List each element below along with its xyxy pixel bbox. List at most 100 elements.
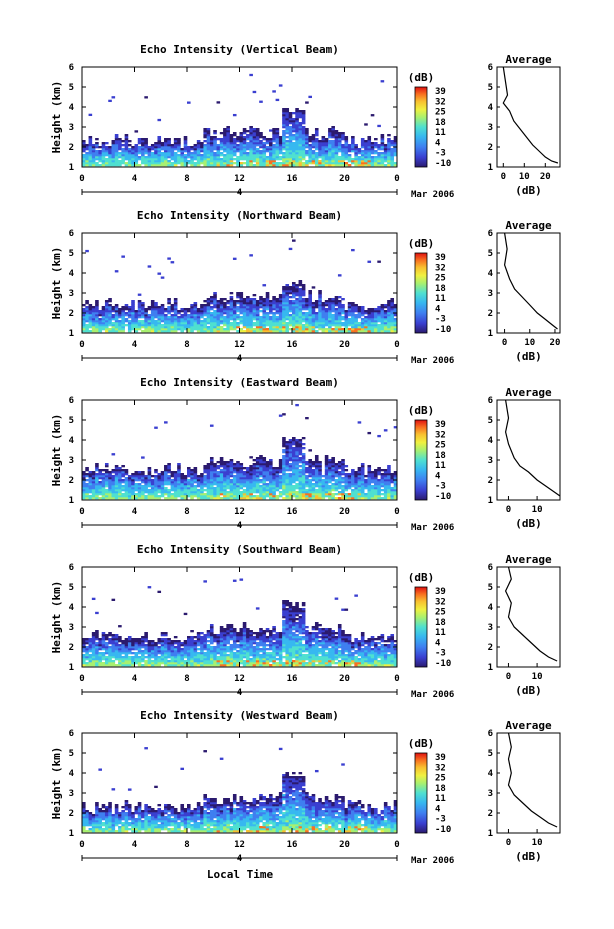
heatmap-cell: [118, 652, 122, 655]
heatmap-cell: [200, 160, 204, 163]
heatmap-cell: [259, 455, 263, 458]
heatmap-cell: [337, 156, 342, 159]
heatmap-cell: [141, 144, 145, 147]
heatmap-cell: [167, 493, 171, 496]
heatmap-cell: [331, 152, 335, 155]
heatmap-cell: [137, 489, 142, 492]
heatmap-cell: [236, 138, 240, 141]
heatmap-cell: [180, 489, 185, 492]
heatmap-cell: [213, 471, 217, 474]
heatmap-cell: [265, 146, 270, 149]
heatmap-cell: [393, 308, 398, 311]
heatmap-cell: [98, 471, 102, 474]
heatmap-cell: [334, 320, 339, 323]
heatmap-cell: [334, 473, 339, 476]
heatmap-cell: [121, 481, 125, 484]
heatmap-cell: [318, 306, 322, 309]
heatmap-cell: [150, 156, 155, 159]
heatmap-cell: [232, 326, 237, 329]
heatmap-cell: [173, 316, 178, 319]
heatmap-cell: [177, 489, 181, 492]
heatmap-cell: [255, 483, 260, 486]
heatmap-cell: [387, 497, 391, 500]
heatmap-cell: [242, 495, 247, 498]
heatmap-cell: [360, 473, 365, 476]
heatmap-cell: [311, 328, 316, 331]
heatmap-cell: [180, 330, 185, 333]
heatmap-cell: [203, 471, 207, 474]
heatmap-cell: [147, 318, 152, 321]
heatmap-cell: [295, 294, 299, 297]
heatmap-cell: [219, 322, 224, 325]
heatmap-cell: [301, 284, 306, 287]
heatmap-cell: [134, 326, 139, 329]
heatmap-cell: [190, 148, 194, 151]
heatmap-cell: [183, 312, 188, 315]
heatmap-cell: [314, 497, 319, 500]
heatmap-cell: [150, 475, 155, 478]
heatmap-cell: [121, 652, 125, 655]
heatmap-cell: [311, 491, 316, 494]
heatmap-cell: [216, 148, 221, 151]
heatmap-cell: [164, 314, 168, 317]
heatmap-cell: [360, 475, 365, 478]
heatmap-cell: [147, 160, 152, 163]
heatmap-cell: [131, 300, 135, 303]
heatmap-cell: [121, 642, 125, 645]
heatmap-cell: [242, 473, 247, 476]
heatmap-cell: [282, 459, 286, 462]
heatmap-cell: [118, 164, 122, 167]
heatmap-cell: [213, 493, 217, 496]
heatmap-cell: [367, 260, 372, 263]
avg-y-tick-label: 3: [488, 289, 493, 299]
heatmap-cell: [118, 475, 122, 478]
heatmap-cell: [164, 324, 168, 327]
heatmap-cell: [288, 150, 293, 153]
heatmap-cell: [131, 160, 135, 163]
colorbar-tick-label: 4: [435, 138, 441, 148]
heatmap-cell: [111, 642, 116, 645]
heatmap-cell: [282, 467, 286, 470]
heatmap-cell: [259, 144, 263, 147]
heatmap-cell: [193, 326, 198, 329]
heatmap-cell: [295, 292, 299, 295]
heatmap-cell: [324, 310, 329, 313]
heatmap-cell: [157, 320, 162, 323]
heatmap-cell: [272, 144, 276, 147]
heatmap-cell: [209, 424, 214, 427]
heatmap-cell: [370, 310, 375, 313]
heatmap-cell: [278, 477, 283, 480]
heatmap-cell: [111, 656, 116, 659]
heatmap-cell: [272, 304, 276, 307]
heatmap-cell: [255, 471, 260, 474]
heatmap-cell: [118, 469, 122, 472]
heatmap-cell: [150, 320, 155, 323]
heatmap-cell: [249, 495, 253, 498]
heatmap-cell: [360, 469, 365, 472]
heatmap-cell: [209, 485, 214, 488]
x-tick-label: 4: [132, 507, 138, 517]
heatmap-cell: [98, 160, 102, 163]
heatmap-cell: [269, 154, 273, 157]
heatmap-cell: [305, 160, 309, 163]
heatmap-cell: [292, 286, 296, 289]
heatmap-cell: [357, 310, 362, 313]
heatmap-cell: [344, 312, 349, 315]
heatmap-cell: [121, 310, 125, 313]
heatmap-cell: [374, 471, 378, 474]
heatmap-cell: [265, 322, 270, 325]
heatmap-cell: [82, 473, 86, 476]
avg-x-tick-label: 20: [540, 172, 551, 182]
heatmap-cell: [95, 489, 99, 492]
heatmap-cell: [314, 479, 319, 482]
heatmap-cell: [104, 642, 109, 645]
heatmap-cell: [390, 156, 395, 159]
heatmap-cell: [265, 138, 270, 141]
heatmap-cell: [354, 485, 358, 488]
avg-x-tick-label: 20: [550, 338, 561, 348]
heatmap-cell: [223, 473, 227, 476]
heatmap-cell: [337, 162, 342, 165]
heatmap-cell: [387, 306, 391, 309]
colorbar-title: (dB): [408, 237, 435, 250]
heatmap-cell: [183, 138, 188, 141]
